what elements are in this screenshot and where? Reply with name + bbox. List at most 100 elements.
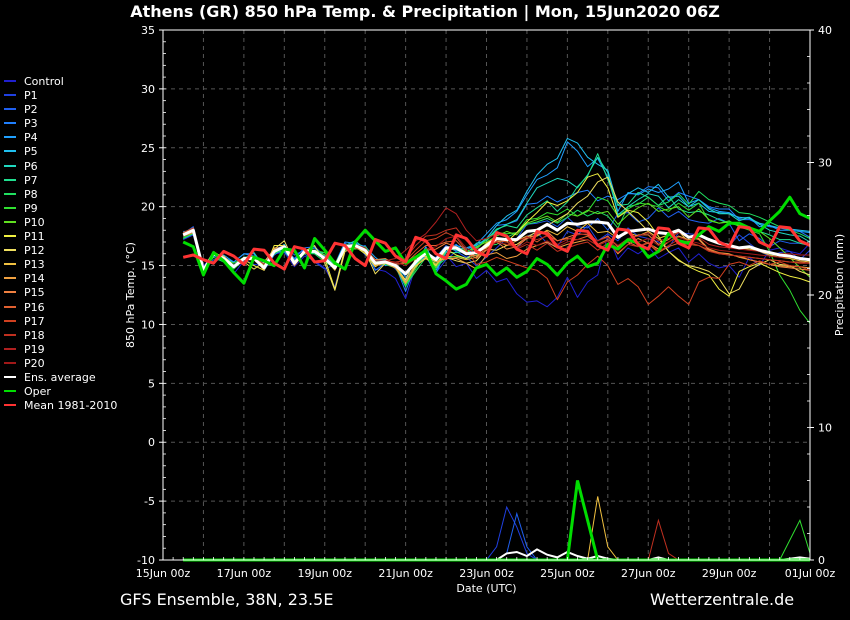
legend-item: P17	[4, 315, 117, 329]
y-tick-label: 30	[141, 83, 155, 96]
legend-label: P17	[24, 314, 45, 328]
legend-swatch	[4, 375, 16, 378]
legend-label: P3	[24, 117, 38, 131]
y2-tick-label: 30	[818, 157, 832, 170]
y-tick-label: 5	[148, 377, 155, 390]
x-axis-label: Date (UTC)	[456, 582, 516, 595]
y-axis-label: 850 hPa Temp. (°C)	[124, 242, 137, 348]
legend-item: Mean 1981-2010	[4, 399, 117, 413]
legend-swatch	[4, 206, 16, 209]
precip-layer	[183, 480, 811, 562]
legend-label: Mean 1981-2010	[24, 399, 118, 413]
x-tick-label: 15Jun 00z	[136, 567, 191, 580]
legend-item: P11	[4, 230, 117, 244]
legend-label: P6	[24, 159, 38, 173]
legend-item: Oper	[4, 385, 117, 399]
legend-label: P13	[24, 258, 45, 272]
legend-label: Control	[24, 75, 64, 88]
legend-item: P16	[4, 301, 117, 315]
series-line-mean-1981-2010	[182, 225, 811, 271]
legend-item: P8	[4, 188, 117, 202]
series-layer	[182, 137, 811, 324]
y2-tick-label: 40	[818, 24, 832, 37]
legend-swatch	[4, 136, 16, 139]
legend-label: P2	[24, 103, 38, 117]
legend-swatch	[4, 150, 16, 153]
grid	[162, 29, 811, 561]
legend-swatch	[4, 404, 16, 407]
legend-item: P5	[4, 145, 117, 159]
legend-label: P19	[24, 342, 45, 356]
legend-swatch	[4, 122, 16, 125]
x-tick-label: 21Jun 00z	[378, 567, 433, 580]
legend-label: P1	[24, 89, 38, 103]
legend-item: Ens. average	[4, 371, 117, 385]
legend-swatch	[4, 305, 16, 308]
x-tick-label: 01Jul 00z	[785, 567, 836, 580]
legend-item: P19	[4, 343, 117, 357]
y-tick-label: 0	[148, 436, 155, 449]
legend-label: P8	[24, 187, 38, 201]
legend-swatch	[4, 178, 16, 181]
legend-swatch	[4, 80, 16, 82]
legend-swatch	[4, 347, 16, 350]
y2-axis-label: Precipitation (mm)	[833, 234, 846, 336]
series-line-ens-average	[182, 220, 811, 276]
legend-label: P16	[24, 300, 45, 314]
precip-line-p1	[183, 505, 810, 561]
legend-swatch	[4, 277, 16, 280]
x-tick-label: 23Jun 00z	[459, 567, 514, 580]
x-tick-label: 29Jun 00z	[702, 567, 757, 580]
legend-swatch	[4, 94, 16, 97]
legend-item: P15	[4, 286, 117, 300]
precip-line-p9	[183, 518, 811, 561]
legend-swatch	[4, 361, 16, 364]
legend-item: P9	[4, 202, 117, 216]
legend-item: P20	[4, 357, 117, 371]
legend-item: P7	[4, 174, 117, 188]
y-tick-label: 20	[141, 201, 155, 214]
legend-swatch	[4, 263, 16, 266]
y2-tick-label: 10	[818, 422, 832, 435]
legend-item: P2	[4, 103, 117, 117]
axes: 35 30 25 20 15 10 5 0 -5 -10 40 30 20 10 0 15Jun 00z 17J…	[124, 24, 846, 595]
precip-line-p18	[183, 518, 810, 561]
legend-label: P4	[24, 131, 38, 145]
x-tick-label: 19Jun 00z	[298, 567, 353, 580]
source-credit: Wetterzentrale.de	[650, 590, 795, 609]
legend-swatch	[4, 108, 16, 111]
legend-label: P20	[24, 356, 45, 370]
legend-item: P14	[4, 272, 117, 286]
y-tick-label: -10	[137, 554, 155, 567]
legend-item: P4	[4, 131, 117, 145]
legend-label: P12	[24, 244, 45, 258]
legend-swatch	[4, 235, 16, 238]
y-tick-label: 35	[141, 24, 155, 37]
precip-line-p13	[183, 496, 810, 561]
legend-swatch	[4, 192, 16, 195]
legend-label: P7	[24, 173, 38, 187]
legend-item: P13	[4, 258, 117, 272]
x-tick-label: 27Jun 00z	[621, 567, 676, 580]
series-line-p5	[182, 137, 811, 284]
legend-label: P5	[24, 145, 38, 159]
legend-swatch	[4, 164, 16, 167]
legend-swatch	[4, 291, 16, 294]
model-info: GFS Ensemble, 38N, 23.5E	[120, 590, 334, 609]
legend-item: P1	[4, 89, 117, 103]
y-tick-label: -5	[144, 495, 155, 508]
legend-label: P14	[24, 272, 45, 286]
legend-item: P10	[4, 216, 117, 230]
y2-tick-label: 0	[818, 554, 825, 567]
y2-tick-label: 20	[818, 289, 832, 302]
legend-item: P18	[4, 329, 117, 343]
chart-title: Athens (GR) 850 hPa Temp. & Precipitatio…	[130, 2, 720, 21]
x-tick-label: 17Jun 00z	[217, 567, 272, 580]
precip-line-oper-peak	[183, 480, 810, 562]
legend-swatch	[4, 249, 16, 252]
x-tick-label: 25Jun 00z	[540, 567, 595, 580]
legend-swatch	[4, 333, 16, 336]
legend-swatch	[4, 319, 16, 322]
y-tick-label: 10	[141, 318, 155, 331]
